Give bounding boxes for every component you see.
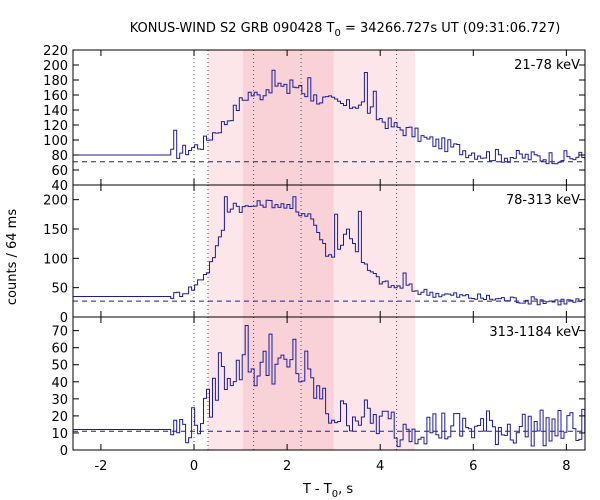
light-curve-line	[73, 325, 586, 448]
panel-3: 0 10 20 30 40 50 60 70 313-1184 keV	[51, 316, 586, 459]
y-tick-label: 30	[51, 393, 68, 408]
y-tick-label: 70	[51, 325, 68, 340]
y-tick-label: 150	[43, 223, 68, 238]
panel-2: 0 50 100 150 200 78-313 keV	[43, 184, 586, 326]
y-tick-label: 50	[51, 359, 68, 374]
y-tick-label: 50	[51, 282, 68, 297]
x-axis-label: T - T0, s	[302, 482, 353, 500]
y-tick-label: 20	[51, 410, 68, 425]
chart-title: KONUS-WIND S2 GRB 090428 T0 = 34266.727s…	[130, 21, 561, 39]
y-tick-label: 10	[51, 427, 68, 442]
y-tick-label: 40	[51, 179, 68, 194]
y-tick-label: 120	[43, 119, 68, 134]
y-tick-label: 180	[43, 74, 68, 89]
y-tick-label: 140	[43, 104, 68, 119]
y-tick-label: 60	[51, 164, 68, 179]
x-tick-label: -2	[94, 459, 107, 474]
y-tick-label: 220	[43, 44, 68, 59]
shaded-interval-2	[242, 50, 334, 185]
panel-frame	[72, 316, 586, 451]
y-tick-label: 0	[60, 311, 68, 326]
y-tick-label: 80	[51, 149, 68, 164]
y-tick-label: 160	[43, 89, 68, 104]
x-tick-label: 8	[562, 459, 570, 474]
x-tick-label: 4	[376, 459, 384, 474]
y-tick-label: 40	[51, 376, 68, 391]
x-tick-label: 6	[469, 459, 477, 474]
shaded-interval-2	[242, 317, 334, 450]
x-tick-label: 2	[283, 459, 291, 474]
energy-band-label: 21-78 keV	[514, 58, 580, 73]
y-tick-label: 0	[60, 444, 68, 459]
y-tick-label: 200	[43, 59, 68, 74]
x-tick-label: 0	[190, 459, 198, 474]
y-tick-label: 100	[43, 252, 68, 267]
x-axis: -2 0 2 4 6 8	[94, 459, 570, 474]
light-curve-line	[73, 69, 586, 165]
y-tick-label: 200	[43, 194, 68, 209]
y-tick-label: 100	[43, 134, 68, 149]
shaded-interval-2	[242, 185, 334, 317]
y-tick-label: 60	[51, 342, 68, 357]
light-curve-line	[73, 196, 586, 306]
y-axis-label: counts / 64 ms	[5, 209, 20, 305]
energy-band-label: 313-1184 keV	[489, 325, 580, 340]
energy-band-label: 78-313 keV	[506, 193, 580, 208]
